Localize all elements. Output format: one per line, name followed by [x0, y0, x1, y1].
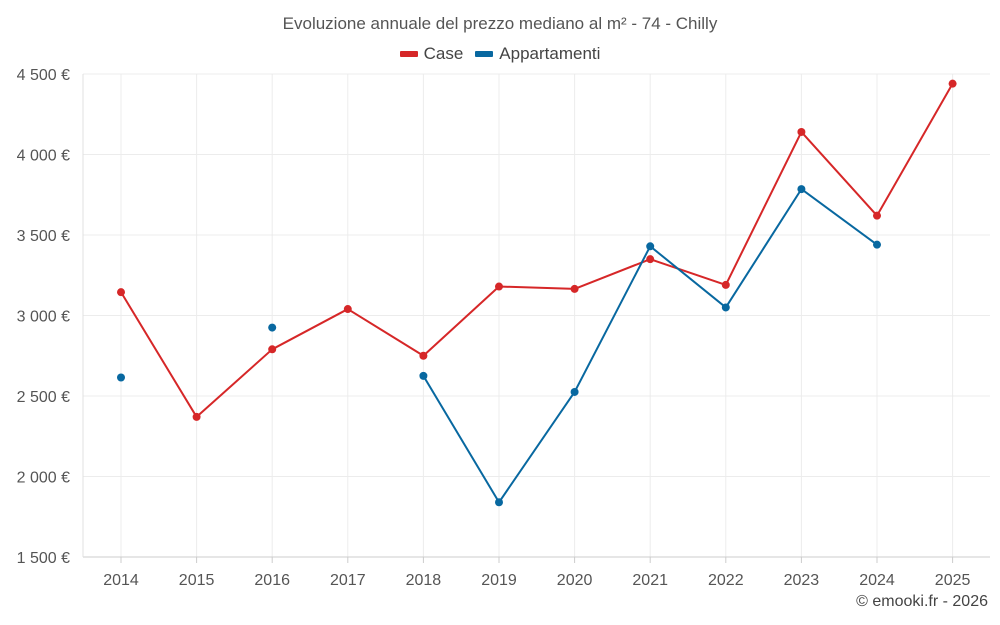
chart-legend: Case Appartamenti [0, 44, 1000, 64]
chart-title: Evoluzione annuale del prezzo mediano al… [282, 14, 718, 33]
x-tick-label: 2016 [254, 572, 290, 589]
data-point-appartamenti-2021[interactable] [646, 242, 655, 251]
x-tick-label: 2022 [708, 572, 744, 589]
x-tick-label: 2014 [103, 572, 139, 589]
data-point-appartamenti-2022[interactable] [721, 303, 730, 312]
legend-label-case: Case [423, 44, 464, 63]
data-point-case-2016[interactable] [268, 345, 277, 354]
data-point-case-2020[interactable] [570, 284, 579, 293]
data-point-appartamenti-2018[interactable] [419, 371, 428, 380]
data-point-appartamenti-2014[interactable] [117, 373, 125, 382]
y-tick-label: 1 500 € [17, 550, 70, 567]
data-point-case-2023[interactable] [797, 127, 806, 136]
series-lines [120, 83, 954, 504]
legend-swatch-case [399, 51, 418, 57]
axes [82, 74, 990, 563]
copyright-text: © emooki.fr - 2026 [856, 593, 988, 610]
series-points [117, 79, 957, 507]
data-point-case-2024[interactable] [873, 211, 881, 220]
x-tick-label: 2023 [784, 572, 820, 589]
data-point-case-2014[interactable] [117, 288, 125, 297]
legend-label-appartamenti: Appartamenti [499, 44, 601, 63]
data-point-case-2017[interactable] [343, 305, 352, 314]
data-point-case-2022[interactable] [721, 280, 730, 289]
x-tick-label: 2025 [935, 572, 971, 589]
x-tick-label: 2015 [179, 572, 215, 589]
data-point-case-2019[interactable] [495, 282, 503, 291]
data-point-case-2025[interactable] [948, 79, 957, 88]
data-point-appartamenti-2016[interactable] [268, 323, 277, 332]
y-tick-label: 4 500 € [17, 67, 70, 84]
y-tick-label: 2 500 € [17, 389, 70, 406]
x-tick-label: 2024 [859, 572, 895, 589]
x-tick-label: 2021 [632, 572, 668, 589]
x-tick-label: 2020 [557, 572, 593, 589]
y-tick-label: 3 000 € [17, 309, 70, 326]
x-tick-label: 2019 [481, 572, 517, 589]
x-tick-label: 2018 [406, 572, 442, 589]
y-tick-label: 4 000 € [17, 148, 70, 165]
data-point-case-2018[interactable] [419, 351, 428, 360]
data-point-appartamenti-2020[interactable] [570, 387, 579, 396]
data-point-case-2021[interactable] [646, 255, 655, 264]
data-point-case-2015[interactable] [192, 412, 201, 421]
data-point-appartamenti-2019[interactable] [495, 498, 503, 507]
tick-labels: 1 500 € 2 000 € 2 500 € 3 000 € 3 500 € 4 000… [17, 67, 971, 589]
legend-item-appartamenti[interactable]: Appartamenti [475, 44, 600, 64]
x-tick-label: 2017 [330, 572, 366, 589]
grid-lines [83, 73, 990, 557]
legend-item-case[interactable]: Case [399, 44, 464, 64]
data-point-appartamenti-2024[interactable] [873, 240, 881, 249]
y-tick-label: 2 000 € [17, 470, 70, 487]
series-line-case [120, 83, 954, 418]
data-point-appartamenti-2023[interactable] [797, 185, 806, 194]
y-tick-label: 3 500 € [17, 228, 70, 245]
legend-swatch-appartamenti [475, 51, 494, 57]
